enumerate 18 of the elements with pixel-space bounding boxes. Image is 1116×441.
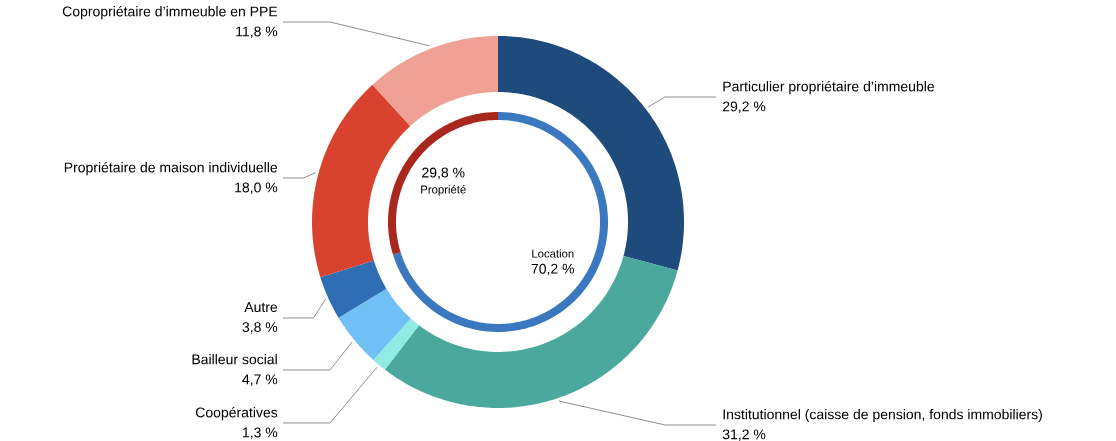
slice-label: Location: [532, 249, 574, 258]
data-label: 3,8 %: [242, 322, 278, 334]
data-label: 29,2 %: [722, 101, 766, 114]
data-label: 11,8 %: [236, 26, 278, 39]
slice-label: Bailleur social: [192, 354, 277, 365]
slice-label: Autre: [244, 302, 278, 313]
slice-label: Copropriétaire d’immeuble en PPE: [62, 5, 278, 20]
data-label: 70,2 %: [531, 263, 575, 276]
slice-label: Propriété: [421, 185, 466, 196]
data-label: 18,0 %: [235, 182, 278, 195]
slice-label: Propriétaire de maison individuelle: [64, 161, 278, 176]
data-label: 1,3 %: [243, 427, 278, 440]
data-label: 29,8 %: [422, 167, 465, 180]
slice-label: Coopératives: [195, 406, 278, 421]
slice-label: Institutionnel (caisse de pension, fonds immobiliers): [723, 409, 1042, 423]
slice-label: Particulier propriétaire d’immeuble: [723, 80, 934, 95]
data-label: 31,2 %: [722, 429, 766, 441]
data-label: 4,7 %: [242, 374, 278, 386]
